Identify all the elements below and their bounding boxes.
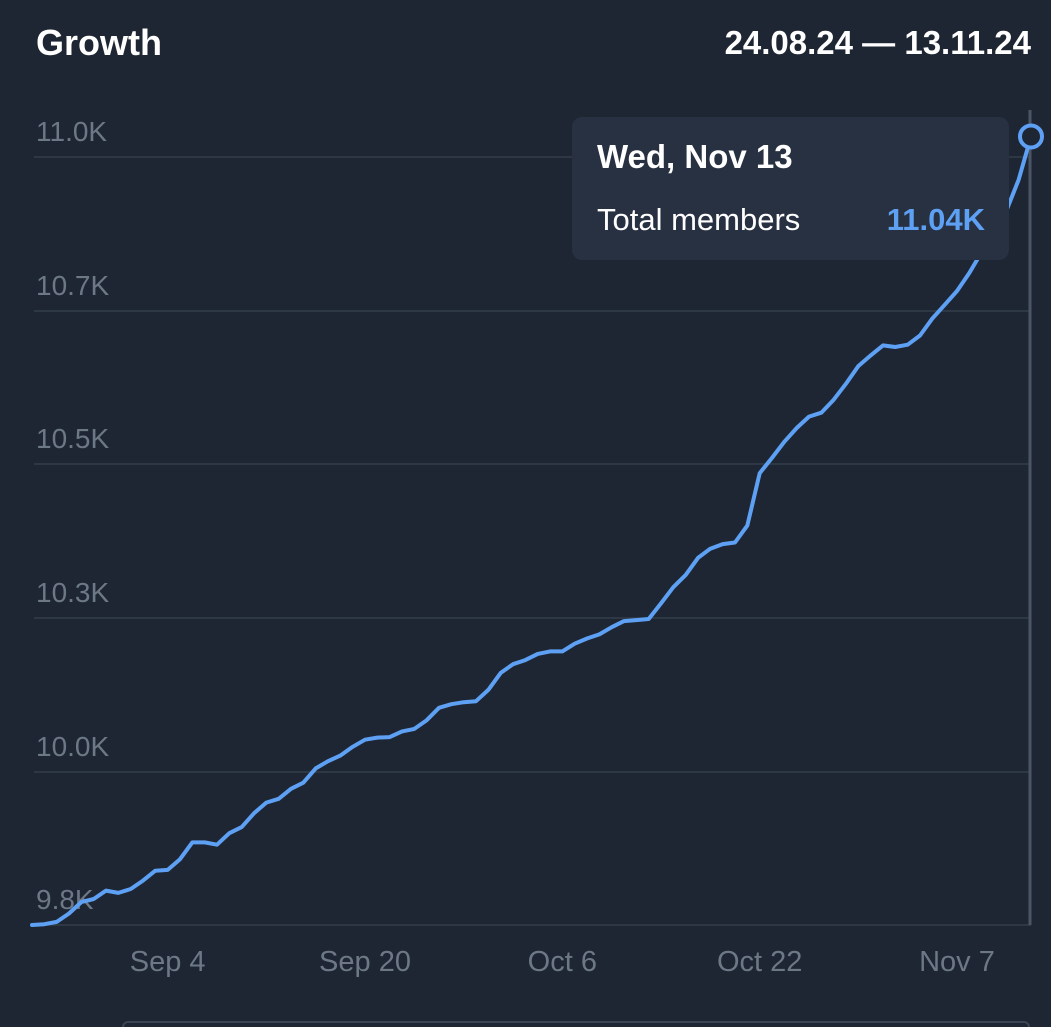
- y-tick-label: 11.0K: [36, 116, 107, 147]
- tooltip: Wed, Nov 13 Total members 11.04K: [572, 117, 1009, 260]
- x-axis-ticks: Sep 4 Sep 20 Oct 6 Oct 22 Nov 7: [130, 946, 995, 978]
- y-tick-label: 10.7K: [36, 270, 109, 301]
- x-tick-label: Nov 7: [919, 946, 995, 978]
- tooltip-date: Wed, Nov 13: [597, 138, 793, 175]
- tooltip-value: 11.04K: [886, 202, 985, 237]
- chart-title: Growth: [36, 22, 162, 63]
- x-tick-label: Sep 20: [319, 946, 411, 978]
- y-tick-label: 10.3K: [36, 577, 109, 608]
- y-tick-label: 10.5K: [36, 423, 109, 454]
- hover-point[interactable]: [1018, 123, 1044, 150]
- series-line-total-members: [30, 134, 1033, 927]
- grid-lines: [34, 156, 1031, 926]
- tooltip-label: Total members: [597, 202, 801, 237]
- x-tick-label: Oct 22: [717, 946, 802, 978]
- x-tick-label: Oct 6: [528, 946, 597, 978]
- range-selector[interactable]: [122, 1021, 1030, 1027]
- y-tick-label: 10.0K: [36, 731, 109, 762]
- date-range[interactable]: 24.08.24 — 13.11.24: [724, 24, 1031, 61]
- x-tick-label: Sep 4: [130, 946, 206, 978]
